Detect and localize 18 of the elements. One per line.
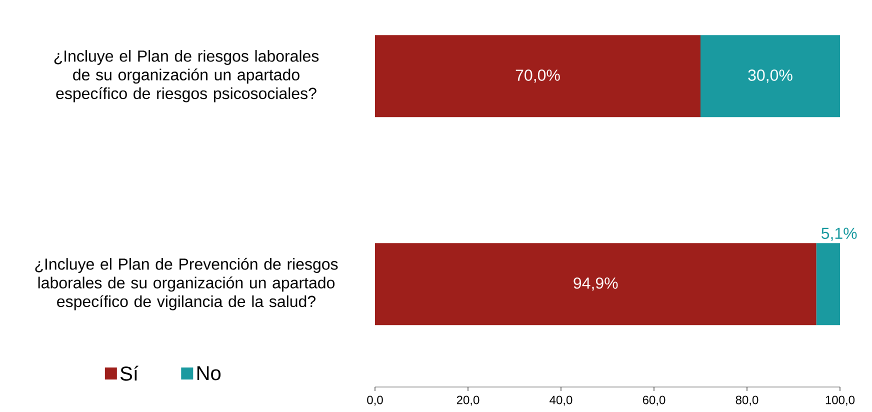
x-tick-label: 20,0 (456, 396, 480, 406)
y-tick-label: ¿Incluye el Plan de riesgos laborales de su organización un apartado específico de riesgos psicosociales? (54, 50, 319, 102)
x-tick-label: 60,0 (642, 396, 666, 406)
bar (375, 243, 816, 326)
x-tick-label: 100,0 (826, 396, 855, 406)
legend-label: Sí (120, 366, 138, 381)
y-tick-label: ¿Incluye el Plan de Prevención de riesgos laborales de su organización un apartado específico de vigilancia de la salud? (35, 258, 338, 310)
legend-label: No (197, 366, 221, 380)
bar (816, 243, 840, 326)
x-tick-label: 40,0 (550, 396, 572, 406)
x-tick-label: 80,0 (736, 396, 758, 406)
data-label: 30,0% (748, 70, 792, 83)
data-label: 70,0% (516, 70, 560, 83)
x-tick-label: 0,0 (367, 396, 383, 406)
data-label: 94,9% (574, 277, 618, 291)
bar (375, 35, 700, 118)
bar (700, 35, 840, 118)
data-label: 5,1% (822, 228, 857, 241)
